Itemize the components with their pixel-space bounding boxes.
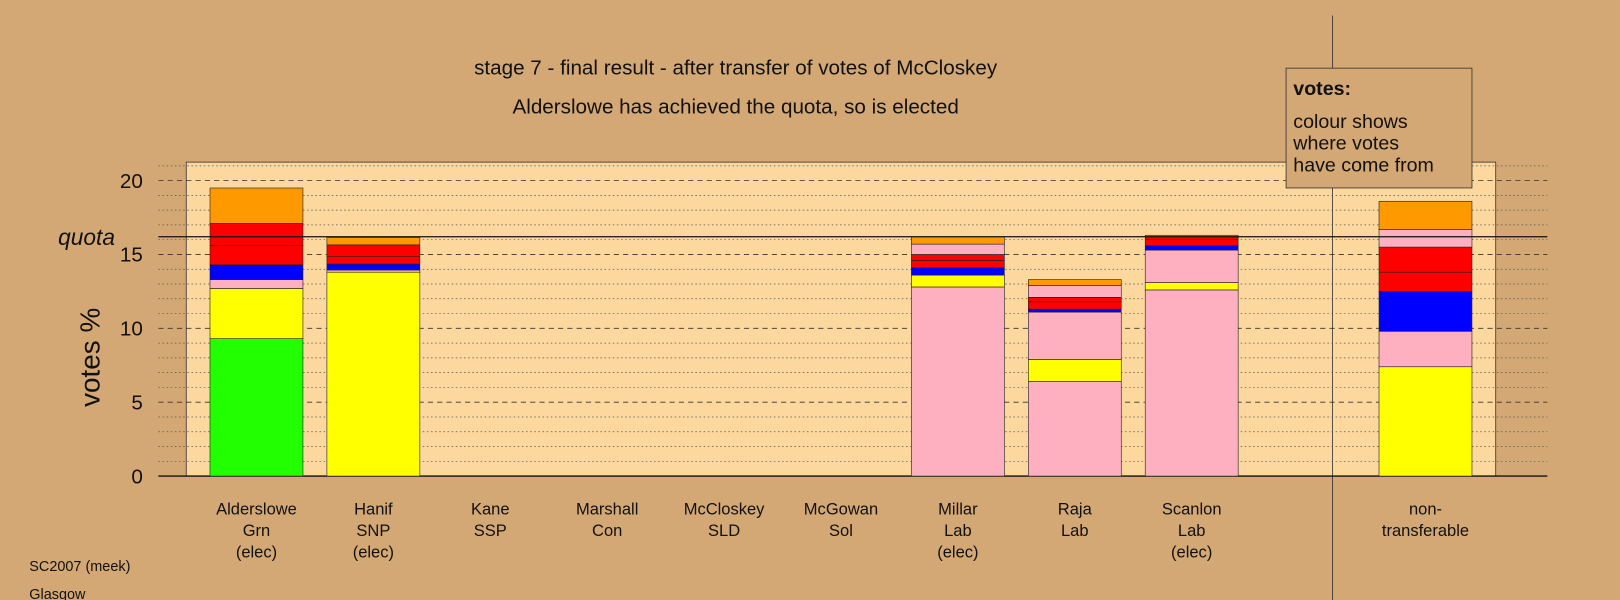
bar-segment bbox=[1378, 229, 1473, 248]
bar-segment bbox=[1028, 311, 1122, 360]
x-tick-label: Scanlon bbox=[1162, 499, 1222, 518]
bar-segment bbox=[1028, 301, 1122, 310]
y-tick-label: 15 bbox=[120, 244, 143, 267]
bar-segment bbox=[1028, 297, 1122, 303]
bar-segment bbox=[1144, 245, 1239, 251]
bar-segment bbox=[1378, 271, 1473, 292]
bar-segment bbox=[326, 271, 421, 477]
y-tick-label: 10 bbox=[120, 318, 143, 341]
bar-segment bbox=[326, 263, 421, 271]
x-tick-label: Lab bbox=[1178, 521, 1206, 540]
bar-segment bbox=[1378, 200, 1473, 230]
x-tick-label: McGowan bbox=[804, 499, 878, 518]
bar-segment bbox=[911, 254, 1005, 261]
bar-segment bbox=[911, 286, 1005, 477]
bar-segment bbox=[209, 245, 304, 266]
note-line: where votes bbox=[1292, 133, 1399, 155]
x-tick-label: SSP bbox=[474, 521, 507, 540]
bar-segment bbox=[209, 338, 304, 477]
bar-segment bbox=[326, 269, 421, 273]
x-tick-label: Hanif bbox=[354, 499, 393, 518]
bar-segment bbox=[326, 244, 421, 257]
bar-segment bbox=[1378, 330, 1473, 368]
bar-segment bbox=[209, 288, 304, 339]
footer: SC2007 (meek) bbox=[29, 559, 130, 575]
chart-subtitle: Alderslowe has achieved the quota, so is… bbox=[512, 96, 958, 119]
x-tick-label: Kane bbox=[471, 499, 510, 518]
x-tick-label: Marshall bbox=[576, 499, 638, 518]
bar-segment bbox=[209, 223, 304, 246]
x-tick-label: (elec) bbox=[1171, 543, 1212, 562]
bar-segment bbox=[209, 264, 304, 280]
note-title: votes: bbox=[1293, 78, 1351, 100]
x-tick-label: Lab bbox=[1061, 521, 1089, 540]
x-tick-label: non- bbox=[1409, 499, 1442, 518]
bar-segment bbox=[911, 243, 1005, 255]
y-tick-label: 20 bbox=[120, 170, 143, 193]
chart-title: stage 7 - final result - after transfer … bbox=[474, 56, 998, 79]
y-tick-label: 5 bbox=[131, 391, 142, 414]
bar-segment bbox=[209, 279, 304, 289]
bars bbox=[158, 187, 1548, 477]
bar-segment bbox=[911, 236, 1005, 245]
x-tick-label: Con bbox=[592, 521, 622, 540]
bar-segment bbox=[1028, 381, 1122, 477]
x-tick-label: Grn bbox=[243, 521, 271, 540]
x-tick-label: transferable bbox=[1382, 521, 1469, 540]
bar-segment bbox=[1028, 279, 1122, 286]
bar-segment bbox=[1378, 366, 1473, 477]
labels: 0 5 10 15 20 Alderslowe Grn (elec) Hanif SNP (elec… bbox=[58, 170, 1469, 562]
x-tick-label: (elec) bbox=[236, 543, 277, 562]
bar-segment bbox=[1144, 289, 1239, 477]
bar-segment bbox=[911, 267, 1005, 276]
bar-segment bbox=[1378, 291, 1473, 332]
y-tick-label: 0 bbox=[131, 465, 142, 488]
bar-segment bbox=[911, 260, 1005, 269]
bar-segment bbox=[1378, 246, 1473, 273]
x-tick-label: McCloskey bbox=[684, 499, 765, 518]
x-tick-label: Millar bbox=[938, 499, 978, 518]
x-tick-label: SNP bbox=[356, 521, 390, 540]
x-tick-label: (elec) bbox=[937, 543, 978, 562]
bar-segment bbox=[326, 237, 421, 246]
x-tick-label: SLD bbox=[708, 521, 740, 540]
note-frame bbox=[1285, 67, 1473, 189]
y-axis-label: votes % bbox=[75, 308, 106, 407]
x-tick-label: Sol bbox=[829, 521, 853, 540]
x-tick-label: (elec) bbox=[353, 543, 394, 562]
note-box: votes: colour shows where votes have com… bbox=[1285, 67, 1473, 189]
bar-segment bbox=[1144, 239, 1239, 246]
bar-segment bbox=[326, 256, 421, 265]
note-line: colour shows bbox=[1293, 111, 1408, 133]
bar-segment bbox=[1144, 249, 1239, 283]
bar-segment bbox=[911, 274, 1005, 288]
bar-segment bbox=[1028, 359, 1122, 382]
quota-label: quota bbox=[58, 224, 115, 250]
x-tick-label: Alderslowe bbox=[216, 499, 297, 518]
x-tick-label: Lab bbox=[944, 521, 972, 540]
bar-segment bbox=[1028, 308, 1122, 313]
bar-segment bbox=[1144, 282, 1239, 291]
x-tick-label: Raja bbox=[1058, 499, 1093, 518]
note-line: have come from bbox=[1293, 154, 1434, 176]
bar-segment bbox=[209, 187, 304, 224]
bar-segment bbox=[1028, 285, 1122, 298]
footer: Glasgow bbox=[29, 587, 86, 600]
